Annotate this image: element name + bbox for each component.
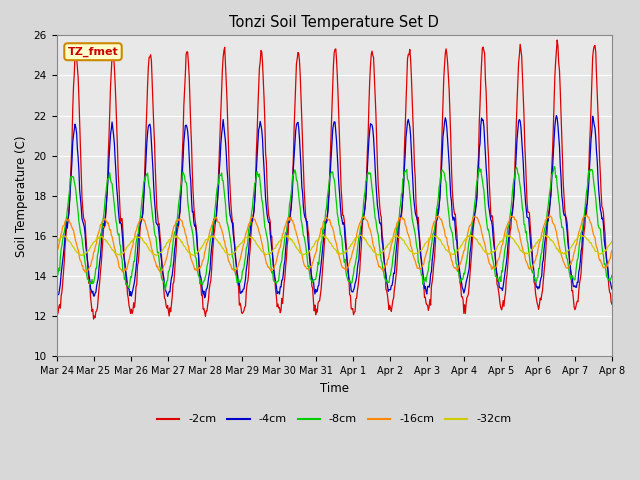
Text: TZ_fmet: TZ_fmet <box>68 47 118 57</box>
Legend: -2cm, -4cm, -8cm, -16cm, -32cm: -2cm, -4cm, -8cm, -16cm, -32cm <box>152 410 516 429</box>
Title: Tonzi Soil Temperature Set D: Tonzi Soil Temperature Set D <box>229 15 439 30</box>
Y-axis label: Soil Temperature (C): Soil Temperature (C) <box>15 135 28 257</box>
X-axis label: Time: Time <box>320 382 349 395</box>
